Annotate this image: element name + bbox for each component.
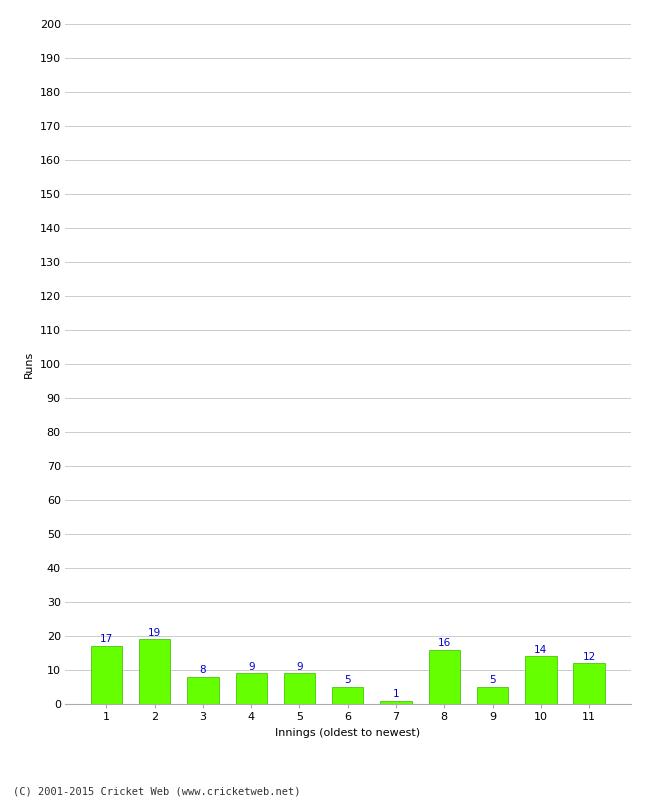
Text: (C) 2001-2015 Cricket Web (www.cricketweb.net): (C) 2001-2015 Cricket Web (www.cricketwe… — [13, 786, 300, 796]
Bar — [284, 674, 315, 704]
Text: 9: 9 — [296, 662, 303, 672]
Bar — [332, 687, 363, 704]
Bar — [380, 701, 411, 704]
X-axis label: Innings (oldest to newest): Innings (oldest to newest) — [275, 728, 421, 738]
Text: 14: 14 — [534, 645, 547, 654]
Bar — [428, 650, 460, 704]
Text: 9: 9 — [248, 662, 255, 672]
Text: 12: 12 — [582, 651, 596, 662]
Text: 16: 16 — [437, 638, 451, 648]
Text: 5: 5 — [489, 675, 496, 686]
Bar — [525, 656, 556, 704]
Text: 8: 8 — [200, 665, 206, 675]
Text: 19: 19 — [148, 628, 161, 638]
Bar — [139, 639, 170, 704]
Y-axis label: Runs: Runs — [24, 350, 34, 378]
Bar — [187, 677, 218, 704]
Bar — [91, 646, 122, 704]
Text: 5: 5 — [344, 675, 351, 686]
Bar — [235, 674, 267, 704]
Text: 17: 17 — [99, 634, 113, 645]
Text: 1: 1 — [393, 689, 399, 699]
Bar — [477, 687, 508, 704]
Bar — [573, 663, 604, 704]
